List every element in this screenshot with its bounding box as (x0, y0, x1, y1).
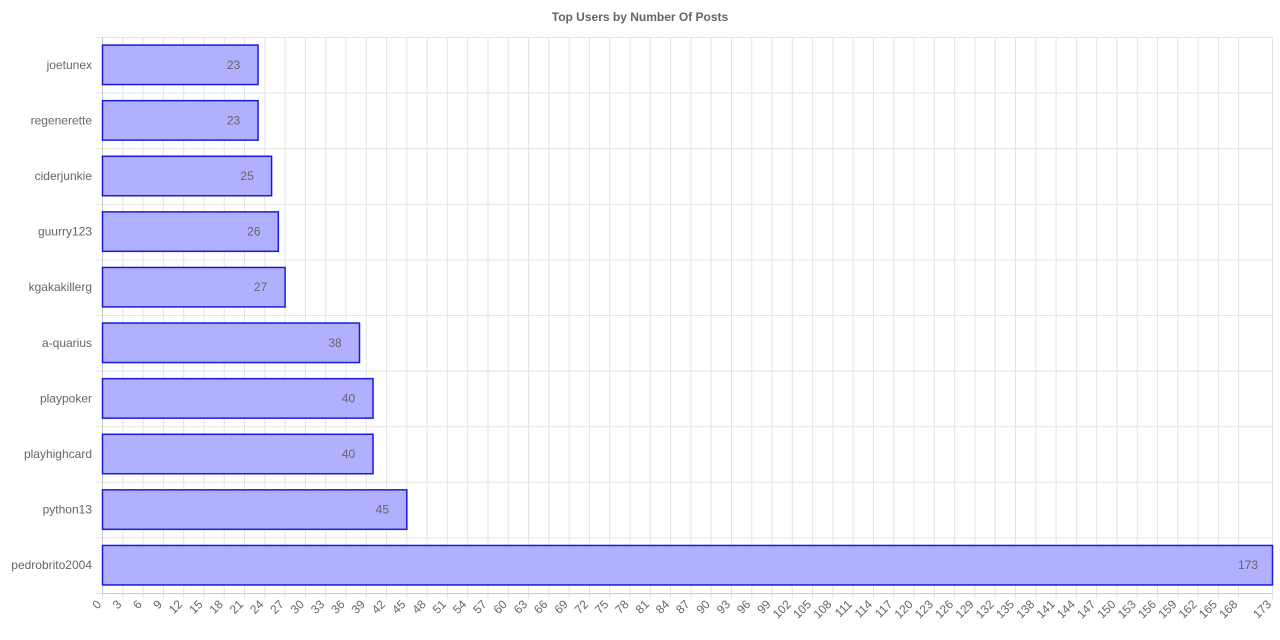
x-tick-label: 126 (932, 597, 956, 621)
data-label: 25 (240, 169, 254, 183)
x-tick-label: 81 (633, 597, 653, 617)
bar (101, 322, 361, 364)
x-tick-label: 162 (1176, 597, 1200, 621)
x-tick-label: 129 (952, 597, 976, 621)
x-tick-label: 147 (1074, 597, 1098, 621)
x-tick-label: 24 (247, 597, 267, 617)
bar (101, 377, 374, 419)
category-label: regenerette (31, 113, 93, 127)
x-tick-label: 42 (369, 597, 389, 617)
bar (101, 433, 374, 475)
data-label: 23 (227, 113, 241, 127)
data-label: 23 (227, 58, 241, 72)
x-tick-label: 90 (693, 597, 713, 617)
bar (101, 155, 273, 197)
x-tick-label: 141 (1034, 597, 1058, 621)
x-tick-label: 36 (328, 597, 348, 617)
x-tick-label: 117 (872, 597, 896, 621)
x-tick-label: 57 (470, 597, 490, 617)
x-tick-label: 66 (531, 597, 551, 617)
x-tick-label: 111 (832, 597, 855, 620)
x-tick-label: 165 (1196, 597, 1220, 621)
data-label: 27 (254, 280, 268, 294)
x-tick-label: 69 (551, 597, 571, 617)
x-tick-label: 114 (852, 597, 876, 621)
x-tick-label: 144 (1054, 597, 1078, 621)
x-tick-label: 78 (612, 597, 632, 617)
x-tick-label: 105 (790, 597, 814, 621)
data-label: 38 (328, 336, 342, 350)
x-tick-label: 87 (673, 597, 693, 617)
data-label: 173 (1238, 558, 1258, 572)
x-tick-label: 93 (714, 597, 734, 617)
x-tick-label: 39 (349, 597, 369, 617)
x-tick-label: 135 (993, 597, 1017, 621)
bar (101, 99, 259, 141)
bar (101, 211, 280, 253)
x-tick-label: 45 (389, 597, 409, 617)
x-tick-label: 0 (89, 597, 104, 612)
x-tick-label: 173 (1250, 597, 1274, 621)
category-label: joetunex (46, 58, 92, 72)
x-tick-label: 6 (130, 597, 145, 612)
x-tick-label: 21 (227, 597, 247, 617)
x-tick-label: 33 (308, 597, 328, 617)
category-label: guurry123 (38, 225, 92, 239)
x-tick-label: 168 (1216, 597, 1240, 621)
category-label: playhighcard (24, 447, 92, 461)
data-label: 40 (342, 391, 356, 405)
x-tick-label: 9 (150, 597, 165, 612)
x-tick-label: 27 (267, 597, 287, 617)
category-label: python13 (43, 503, 93, 517)
x-tick-label: 123 (912, 597, 936, 621)
x-tick-label: 108 (810, 597, 834, 621)
data-label: 26 (247, 225, 261, 239)
x-tick-label: 75 (592, 597, 612, 617)
x-tick-label: 84 (653, 597, 673, 617)
x-tick-label: 132 (973, 597, 997, 621)
bar (101, 544, 1274, 586)
chart-title: Top Users by Number Of Posts (551, 10, 729, 24)
x-tick-label: 156 (1135, 597, 1159, 621)
bar (101, 44, 259, 86)
x-tick-label: 150 (1095, 597, 1119, 621)
category-label: kgakakillerg (29, 280, 92, 294)
x-tick-label: 138 (1013, 597, 1037, 621)
category-label: a-quarius (42, 336, 92, 350)
bar (101, 489, 408, 531)
x-tick-label: 54 (450, 597, 470, 617)
x-tick-label: 102 (770, 597, 794, 621)
x-tick-label: 60 (491, 597, 511, 617)
x-tick-label: 12 (166, 597, 186, 617)
x-tick-label: 153 (1115, 597, 1139, 621)
category-label: pedrobrito2004 (11, 558, 92, 572)
x-tick-label: 48 (409, 597, 429, 617)
x-tick-label: 18 (207, 597, 227, 617)
x-tick-label: 51 (430, 597, 450, 617)
bar (101, 266, 286, 308)
x-tick-label: 96 (734, 597, 754, 617)
x-tick-label: 15 (186, 597, 206, 617)
data-label: 45 (376, 503, 390, 517)
x-tick-label: 30 (288, 597, 308, 617)
x-tick-label: 159 (1155, 597, 1179, 621)
category-label: playpoker (40, 391, 92, 405)
x-tick-label: 120 (892, 597, 916, 621)
data-label: 40 (342, 447, 356, 461)
category-label: ciderjunkie (35, 169, 93, 183)
x-tick-label: 3 (110, 597, 125, 612)
x-tick-label: 63 (511, 597, 531, 617)
x-tick-label: 72 (572, 597, 592, 617)
